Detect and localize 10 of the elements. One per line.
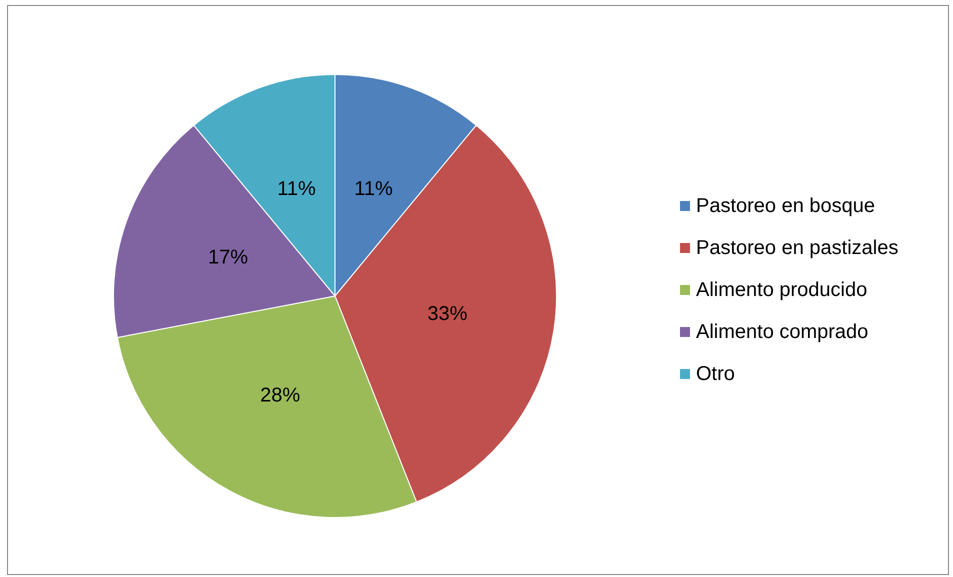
data-label: 33% <box>427 302 468 325</box>
legend-label: Pastoreo en pastizales <box>696 237 898 259</box>
legend-label: Alimento comprado <box>696 321 868 343</box>
legend-label: Otro <box>696 363 735 385</box>
legend-label: Pastoreo en bosque <box>696 195 876 217</box>
data-label: 11% <box>354 178 394 200</box>
data-label: 28% <box>260 384 300 407</box>
legend-label: Alimento producido <box>696 279 868 301</box>
data-label: 11% <box>277 178 316 200</box>
data-label: 17% <box>208 246 248 268</box>
